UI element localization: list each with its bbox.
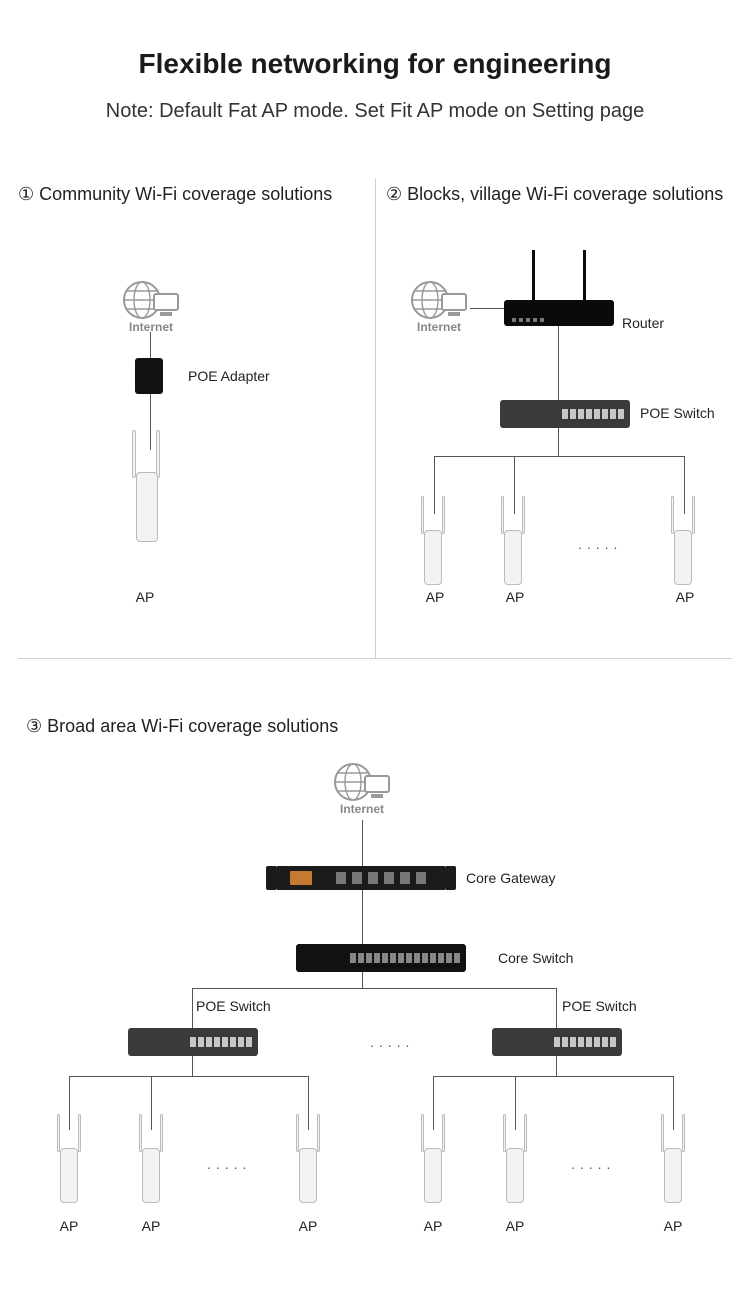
- core-gateway-label: Core Gateway: [466, 870, 555, 886]
- poe-switch-icon: [492, 1028, 622, 1056]
- poe-switch-label: POE Switch: [640, 405, 715, 421]
- page-title: Flexible networking for engineering: [0, 48, 750, 80]
- connector-line: [556, 1056, 557, 1076]
- ap-label: AP: [670, 589, 700, 605]
- connector-line: [192, 1056, 193, 1076]
- connector-line: [558, 428, 559, 456]
- ap-icon: [410, 496, 456, 592]
- ap-icon: [650, 1114, 696, 1210]
- connector-line: [556, 988, 557, 1028]
- ap-label: AP: [500, 589, 530, 605]
- internet-label: Internet: [331, 802, 393, 816]
- poe-switch-icon: [500, 400, 630, 428]
- divider-vertical: [375, 178, 376, 658]
- ap-icon: [118, 430, 174, 550]
- connector-line: [470, 308, 504, 309]
- ap-label: AP: [293, 1218, 323, 1234]
- ap-icon: [285, 1114, 331, 1210]
- connector-line: [362, 972, 363, 988]
- router-icon: [504, 300, 614, 326]
- connector-line: [362, 820, 363, 866]
- ellipsis: .....: [571, 1156, 615, 1172]
- poe-switch-label: POE Switch: [562, 998, 637, 1014]
- connector-line: [558, 326, 559, 400]
- ap-label: AP: [130, 589, 160, 605]
- core-gateway-icon: [276, 866, 446, 890]
- connector-line: [150, 332, 151, 358]
- ap-icon: [410, 1114, 456, 1210]
- page-subtitle: Note: Default Fat AP mode. Set Fit AP mo…: [0, 100, 750, 123]
- section-1-text: Community Wi-Fi coverage solutions: [39, 184, 332, 204]
- ellipsis: .....: [578, 536, 622, 552]
- divider-horizontal: [18, 658, 732, 659]
- poe-switch-label: POE Switch: [196, 998, 271, 1014]
- section-2-text: Blocks, village Wi-Fi coverage solutions: [407, 184, 723, 204]
- ap-label: AP: [500, 1218, 530, 1234]
- ap-label: AP: [54, 1218, 84, 1234]
- ellipsis: .....: [207, 1156, 251, 1172]
- connector-line: [362, 890, 363, 944]
- section-1-label: ① Community Wi-Fi coverage solutions: [18, 184, 332, 205]
- section-3-text: Broad area Wi-Fi coverage solutions: [47, 716, 338, 736]
- internet-icon: Internet: [120, 278, 182, 334]
- internet-icon: Internet: [408, 278, 470, 334]
- ap-icon: [660, 496, 706, 592]
- core-switch-label: Core Switch: [498, 950, 573, 966]
- poe-switch-icon: [128, 1028, 258, 1056]
- ap-label: AP: [418, 1218, 448, 1234]
- internet-icon: Internet: [331, 760, 393, 816]
- connector-line: [434, 456, 684, 457]
- core-switch-icon: [296, 944, 466, 972]
- section-2-num: ②: [386, 184, 402, 204]
- section-3-label: ③ Broad area Wi-Fi coverage solutions: [26, 716, 338, 737]
- router-label: Router: [622, 315, 664, 331]
- connector-line: [69, 1076, 309, 1077]
- connector-line: [433, 1076, 673, 1077]
- ellipsis: .....: [370, 1034, 414, 1050]
- connector-line: [192, 988, 193, 1028]
- section-2-label: ② Blocks, village Wi-Fi coverage solutio…: [386, 184, 723, 205]
- internet-label: Internet: [120, 320, 182, 334]
- ap-label: AP: [136, 1218, 166, 1234]
- connector-line: [192, 988, 556, 989]
- ap-icon: [490, 496, 536, 592]
- ap-label: AP: [420, 589, 450, 605]
- ap-icon: [492, 1114, 538, 1210]
- poe-adapter-icon: [135, 358, 163, 394]
- poe-adapter-label: POE Adapter: [188, 368, 270, 384]
- section-1-num: ①: [18, 184, 34, 204]
- section-3-num: ③: [26, 716, 42, 736]
- ap-label: AP: [658, 1218, 688, 1234]
- ap-icon: [128, 1114, 174, 1210]
- internet-label: Internet: [408, 320, 470, 334]
- ap-icon: [46, 1114, 92, 1210]
